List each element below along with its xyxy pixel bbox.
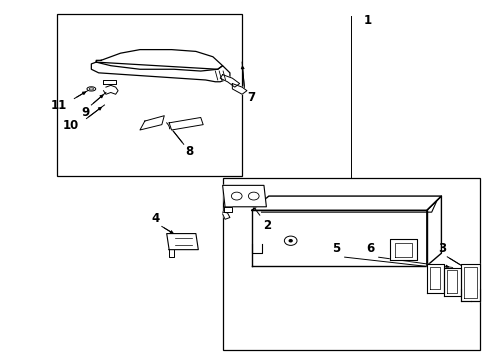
Polygon shape [426, 196, 441, 266]
Text: 11: 11 [51, 99, 67, 112]
Polygon shape [251, 210, 426, 266]
Text: 9: 9 [81, 106, 90, 119]
Text: 2: 2 [263, 219, 270, 231]
Polygon shape [443, 267, 460, 296]
Polygon shape [251, 196, 441, 210]
Polygon shape [166, 234, 198, 249]
Text: 6: 6 [366, 242, 373, 255]
Polygon shape [140, 116, 164, 130]
Polygon shape [224, 207, 232, 212]
Polygon shape [169, 117, 203, 130]
Polygon shape [426, 264, 443, 293]
Text: 4: 4 [151, 212, 160, 225]
Text: 1: 1 [363, 14, 371, 27]
Polygon shape [91, 62, 229, 82]
Text: 7: 7 [246, 91, 255, 104]
Ellipse shape [248, 192, 259, 200]
Ellipse shape [87, 87, 96, 91]
Bar [222, 178, 479, 350]
Polygon shape [222, 212, 229, 219]
Bar [57, 14, 242, 176]
Polygon shape [389, 239, 416, 260]
Polygon shape [96, 50, 222, 71]
Text: 3: 3 [437, 242, 446, 255]
Text: 5: 5 [331, 242, 340, 255]
Ellipse shape [89, 88, 93, 90]
Circle shape [284, 236, 296, 246]
Polygon shape [222, 185, 266, 207]
Text: 8: 8 [185, 145, 193, 158]
Ellipse shape [231, 192, 242, 200]
Polygon shape [460, 264, 479, 301]
Polygon shape [220, 75, 239, 87]
Text: 10: 10 [63, 119, 79, 132]
Polygon shape [232, 84, 246, 94]
Circle shape [288, 240, 291, 242]
